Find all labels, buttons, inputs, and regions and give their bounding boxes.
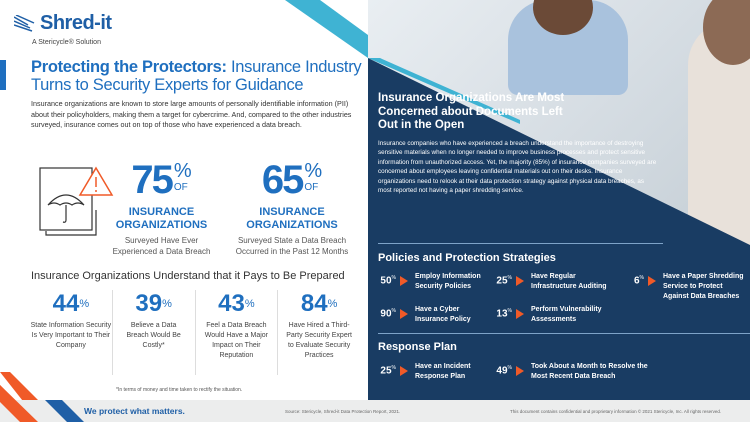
prepared-heading: Insurance Organizations Understand that …	[31, 270, 345, 282]
prepared-desc: Believe a Data Breach Would Be Costly*	[126, 322, 181, 349]
policy-item: 90% Have a Cyber Insurance Policy	[372, 305, 488, 325]
arrow-icon	[400, 276, 408, 286]
stat-org-line1: INSURANCE	[259, 206, 325, 218]
policy-text: Have a Cyber Insurance Policy	[415, 306, 471, 323]
stat-sub-line1: Surveyed State a Data Breach	[237, 236, 347, 245]
title-bold: Protecting the Protectors:	[31, 58, 227, 76]
stat-org-line1: INSURANCE	[128, 206, 195, 218]
shred-lines-icon	[14, 14, 35, 32]
footer-slogan: We protect what matters.	[84, 406, 185, 416]
policies-heading: Policies and Protection Strategies	[378, 252, 556, 264]
response-text: Have an Incident Response Plan	[415, 363, 471, 380]
policy-text: Have a Paper Shredding Service to Protec…	[663, 273, 744, 300]
policy-item: 50% Employ Information Security Policies	[372, 272, 492, 292]
footnote: *In terms of money and time taken to rec…	[116, 387, 243, 393]
intro-paragraph: Insurance organizations are known to sto…	[31, 99, 352, 129]
concern-body: Insurance companies who have experienced…	[378, 139, 657, 195]
arrow-icon	[648, 276, 656, 286]
logo-tagline: A Stericycle® Solution	[32, 39, 101, 46]
umbrella-document-warning-icon	[39, 166, 114, 236]
divider	[378, 333, 750, 334]
divider	[378, 243, 663, 244]
response-heading: Response Plan	[378, 341, 457, 353]
stat-sub-line1: Surveyed Have Ever	[124, 236, 199, 245]
policy-item: 25% Have Regular Infrastructure Auditing	[488, 272, 620, 292]
stat-value: 75% OF	[131, 158, 192, 202]
prepared-desc: Feel a Data Breach Would Have a Major Im…	[204, 322, 269, 359]
stat-65: 65% OF INSURANCE ORGANIZATIONS Surveyed S…	[222, 160, 362, 257]
prepared-stat: 84% Have Hired a Third-Party Security Exp…	[278, 290, 360, 375]
arrow-icon	[516, 276, 524, 286]
shred-it-logo: Shred-it	[14, 12, 112, 35]
stat-75: 75% OF INSURANCE ORGANIZATIONS Surveyed H…	[103, 160, 220, 257]
arrow-icon	[516, 366, 524, 376]
response-text: Took About a Month to Resolve the Most R…	[531, 363, 648, 380]
footer-source: Source: Stericycle, Shred-it Data Protec…	[285, 409, 401, 414]
stat-value: 65% OF	[261, 158, 323, 202]
arrow-icon	[516, 309, 524, 319]
policy-text: Have Regular Infrastructure Auditing	[531, 273, 607, 290]
policy-item: 6% Have a Paper Shredding Service to Prot…	[620, 272, 748, 302]
arrow-icon	[400, 309, 408, 319]
title-rest: Insurance Industry Turns to Security Exp…	[31, 58, 362, 94]
stat-org-line2: ORGANIZATIONS	[115, 219, 208, 231]
page-title: Protecting the Protectors: Insurance Ind…	[31, 58, 366, 94]
response-item: 25% Have an Incident Response Plan	[372, 362, 488, 382]
intro-block: Protecting the Protectors: Insurance Ind…	[31, 58, 366, 131]
concern-heading: Insurance Organizations Are Most Concern…	[378, 92, 565, 131]
stat-sub-line2: Occurred in the Past 12 Months	[235, 247, 349, 256]
footer	[0, 400, 750, 422]
policy-text: Employ Information Security Policies	[415, 273, 481, 290]
concern-block: Insurance Organizations Are Most Concern…	[378, 92, 663, 196]
prepared-stat: 39% Believe a Data Breach Would Be Costly…	[113, 290, 196, 375]
prepared-stat: 43% Feel a Data Breach Would Have a Major…	[196, 290, 279, 375]
stat-of: OF	[173, 182, 188, 193]
policy-item: 13% Perform Vulnerability Assessments	[488, 305, 620, 325]
prepared-stat: 44% State Information Security Is Very Im…	[30, 290, 113, 375]
prepared-desc: State Information Security Is Very Impor…	[30, 322, 112, 349]
stat-sub-line2: Experienced a Data Breach	[112, 247, 211, 256]
response-item: 49% Took About a Month to Resolve the Mos…	[488, 362, 658, 382]
policy-text: Perform Vulnerability Assessments	[531, 306, 602, 323]
stat-org-line2: ORGANIZATIONS	[246, 219, 338, 231]
prepared-stats: 44% State Information Security Is Very Im…	[30, 290, 360, 375]
arrow-icon	[400, 366, 408, 376]
logo-name: Shred-it	[40, 12, 112, 34]
footer-confidential: This document contains confidential and …	[510, 409, 722, 414]
stat-of: OF	[304, 182, 319, 193]
accent-bar	[0, 60, 6, 90]
prepared-desc: Have Hired a Third-Party Security Expert…	[286, 322, 352, 359]
